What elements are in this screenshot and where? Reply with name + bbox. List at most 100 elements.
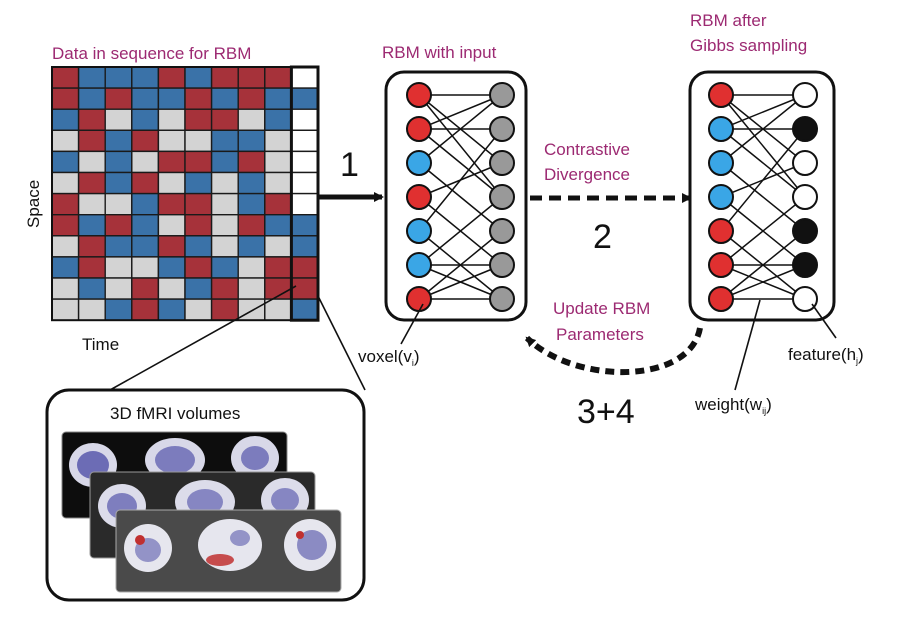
grid-cell <box>237 277 266 300</box>
visible-unit <box>708 218 734 244</box>
grid-cell <box>237 256 266 279</box>
step-2-label: 2 <box>593 218 612 256</box>
grid-cell <box>51 298 80 321</box>
update-label-line2: Parameters <box>556 325 644 344</box>
grid-cell <box>290 87 319 110</box>
grid-cell <box>290 235 319 258</box>
grid-cell <box>210 213 239 237</box>
grid-cell <box>237 150 266 174</box>
grid-cell <box>104 277 133 300</box>
grid-cell <box>104 213 133 237</box>
voxel-pointer <box>400 303 424 345</box>
weight-edge <box>720 94 806 164</box>
grid-cell <box>77 277 106 300</box>
grid-cell <box>210 171 239 195</box>
grid-cell <box>264 66 293 89</box>
grid-cell <box>237 129 266 153</box>
weight-edge <box>720 162 806 232</box>
grid-cell <box>51 277 80 300</box>
visible-unit <box>708 286 734 312</box>
grid-cell <box>210 277 239 300</box>
grid-cell <box>157 298 186 321</box>
callout-line-left <box>109 285 297 391</box>
rbm-gibbs-title-line2: Gibbs sampling <box>690 36 807 55</box>
grid-cell <box>237 66 266 89</box>
weight-edge <box>418 162 503 232</box>
grid-cell <box>290 150 319 174</box>
hidden-unit <box>489 82 515 108</box>
weight-edge <box>720 94 806 130</box>
grid-cell <box>157 108 186 131</box>
weight-edge <box>720 128 806 232</box>
grid-cell <box>77 87 106 110</box>
grid-cell <box>104 298 133 321</box>
rbm-gibbs-weights <box>720 94 806 300</box>
grid-cell <box>51 66 80 89</box>
grid-cell <box>290 256 319 279</box>
grid-cell <box>184 108 213 131</box>
visible-unit <box>406 116 432 142</box>
grid-cell <box>184 256 213 279</box>
grid-cell <box>157 129 186 153</box>
grid-cell <box>131 150 160 174</box>
grid-cell <box>210 108 239 131</box>
grid-border <box>51 66 319 322</box>
weight-edge <box>720 128 806 198</box>
cd-label-line2: Divergence <box>544 165 630 184</box>
rbm-input-nodes <box>406 82 515 312</box>
grid-cell <box>131 192 160 216</box>
hidden-unit <box>489 286 515 312</box>
rbm-input-title: RBM with input <box>382 43 497 62</box>
grid-cell <box>210 87 239 110</box>
visible-unit <box>406 286 432 312</box>
grid-cell <box>184 171 213 195</box>
weight-edge <box>418 94 503 164</box>
data-title: Data in sequence for RBM <box>52 44 251 63</box>
grid-cell <box>184 150 213 174</box>
visible-unit <box>708 116 734 142</box>
grid-cell <box>157 192 186 216</box>
grid-cell <box>264 129 293 153</box>
grid-cell <box>104 192 133 216</box>
grid-cell <box>264 213 293 237</box>
visible-unit <box>708 150 734 176</box>
arrow-step-3-4 <box>524 327 703 375</box>
grid-cell <box>210 129 239 153</box>
grid-cell <box>184 87 213 110</box>
grid-cell <box>131 298 160 321</box>
grid-cell <box>77 171 106 195</box>
grid-cell <box>210 235 239 258</box>
hidden-unit <box>792 116 818 142</box>
grid-cell <box>77 108 106 131</box>
grid-cell <box>77 129 106 153</box>
fmri-slice-3 <box>115 509 342 593</box>
grid-cell <box>104 171 133 195</box>
visible-unit <box>708 82 734 108</box>
hidden-unit <box>489 150 515 176</box>
grid-cell <box>77 213 106 237</box>
grid-cell <box>104 150 133 174</box>
grid-cell <box>131 129 160 153</box>
grid-cell <box>131 235 160 258</box>
grid-cell <box>264 150 293 174</box>
grid-cell <box>157 87 186 110</box>
grid-cell <box>131 213 160 237</box>
visible-unit <box>406 184 432 210</box>
weight-label: weight(wij) <box>694 395 772 416</box>
update-label-line1: Update RBM <box>553 299 650 318</box>
grid-cell <box>51 235 80 258</box>
grid-cell <box>264 298 293 321</box>
grid-cell <box>184 192 213 216</box>
grid-cell <box>131 87 160 110</box>
weight-edge <box>720 94 806 198</box>
space-axis-label: Space <box>24 180 43 228</box>
grid-cell <box>210 66 239 89</box>
grid-cell <box>157 171 186 195</box>
step-1-label: 1 <box>340 146 359 184</box>
rbm-input-weights <box>418 94 503 300</box>
grid-cell <box>157 256 186 279</box>
grid-cell <box>131 108 160 131</box>
grid-cell <box>104 87 133 110</box>
grid-cell <box>157 150 186 174</box>
time-axis-label: Time <box>82 335 119 354</box>
